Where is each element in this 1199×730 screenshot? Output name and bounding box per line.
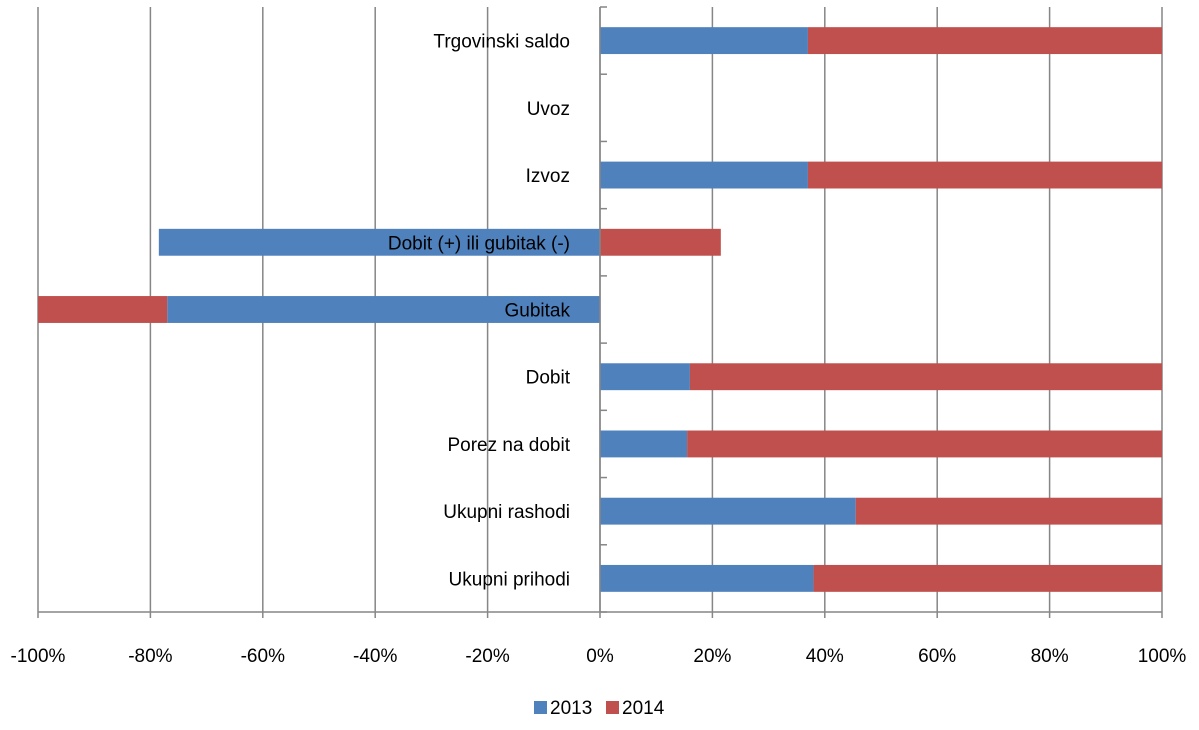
x-tick-label: 60%: [918, 646, 956, 667]
bar-2013: [158, 228, 600, 256]
x-tick-label: 40%: [806, 646, 844, 667]
bar-2014: [689, 363, 1162, 391]
x-tick-label: 100%: [1138, 646, 1187, 667]
legend-swatch: [534, 701, 547, 714]
category-label: Ukupni rashodi: [443, 502, 570, 523]
category-label: Gubitak: [505, 301, 571, 322]
x-tick-label: -80%: [128, 646, 172, 667]
category-label: Uvoz: [527, 99, 570, 120]
category-label: Trgovinski saldo: [433, 32, 570, 53]
bar-2013: [600, 430, 688, 458]
bar-2013: [600, 161, 808, 189]
bar-2014: [807, 161, 1162, 189]
bar-2013: [600, 27, 808, 55]
bar-2013: [167, 296, 600, 323]
category-label: Dobit: [526, 368, 571, 389]
legend: 2013 2014: [534, 698, 665, 719]
bar-2014: [813, 564, 1162, 592]
category-label: Ukupni prihodi: [449, 569, 570, 590]
x-tick-label: 0%: [586, 646, 614, 667]
x-tick-label: -20%: [465, 646, 509, 667]
bar-2014: [807, 27, 1162, 55]
category-label: Izvoz: [526, 166, 570, 187]
bar-2014: [38, 296, 168, 323]
category-label: Dobit (+) ili gubitak (-): [388, 233, 570, 254]
bar-2013: [600, 363, 690, 391]
x-tick-label: 20%: [693, 646, 731, 667]
bar-2013: [600, 497, 856, 525]
x-tick-label: -40%: [353, 646, 397, 667]
bar-2014: [687, 430, 1162, 458]
x-tick-label: -100%: [11, 646, 66, 667]
axes: [37, 6, 1163, 618]
x-tick-labels: -100% -80% -60% -40% -20% 0% 20% 40% 60% 80% 100%: [11, 646, 1187, 667]
bar-2013: [600, 564, 814, 592]
x-tick-label: 80%: [1031, 646, 1069, 667]
legend-swatch: [606, 701, 619, 714]
x-tick-label: -60%: [241, 646, 285, 667]
bar-2014: [855, 497, 1162, 525]
category-label: Porez na dobit: [447, 435, 570, 456]
bar-2014: [600, 228, 721, 256]
legend-label: 2013: [550, 698, 592, 719]
legend-label: 2014: [622, 698, 665, 719]
category-labels: Trgovinski saldo Uvoz Izvoz Dobit (+) ili g…: [388, 32, 571, 591]
bars: [38, 27, 1162, 592]
